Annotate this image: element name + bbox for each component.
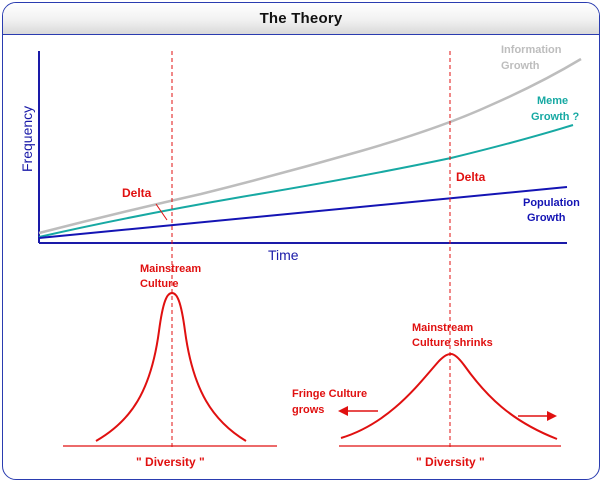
mainstream-culture-label: Mainstream Culture xyxy=(140,263,204,290)
information-growth-label: Information Growth xyxy=(501,44,565,72)
population-growth-label: Population Growth xyxy=(523,197,583,224)
theory-diagram: Frequency Time Information Growth Meme G… xyxy=(19,44,583,469)
delta-label-right: Delta xyxy=(456,170,486,184)
left-arrow-icon xyxy=(338,406,378,416)
title-bar: The Theory xyxy=(3,3,599,35)
shrinks-label-line-1: Mainstream xyxy=(412,322,473,334)
mainstream-label-line-2: Culture xyxy=(140,278,179,290)
mainstream-shrinks-label: Mainstream Culture shrinks xyxy=(412,322,493,349)
meme-growth-curve xyxy=(38,124,574,238)
mainstream-distribution-curve xyxy=(95,291,247,442)
x-axis-label: Time xyxy=(268,247,299,263)
fringe-label-line-1: Fringe Culture xyxy=(292,388,367,400)
delta-pointer-left xyxy=(155,203,168,221)
shrinks-label-line-2: Culture shrinks xyxy=(412,337,493,349)
information-label-line-1: Information xyxy=(501,44,562,56)
information-growth-curve xyxy=(38,57,582,235)
meme-label-line-2: Growth ? xyxy=(531,111,580,123)
y-axis-label: Frequency xyxy=(19,106,35,172)
fringe-label-line-2: grows xyxy=(292,404,324,416)
right-arrow-icon xyxy=(518,411,557,421)
theory-panel: The Theory Frequency Time Information Gr… xyxy=(2,2,600,480)
mainstream-label-line-1: Mainstream xyxy=(140,263,201,275)
population-growth-curve xyxy=(38,186,568,239)
fringe-culture-label: Fringe Culture grows xyxy=(292,388,370,416)
right-diversity-label: " Diversity " xyxy=(416,455,485,469)
population-label-line-2: Growth xyxy=(527,212,566,224)
left-diversity-label: " Diversity " xyxy=(136,455,205,469)
window-title: The Theory xyxy=(259,10,343,27)
meme-label-line-1: Meme xyxy=(537,95,568,107)
population-label-line-1: Population xyxy=(523,197,580,209)
shrinking-distribution-curve xyxy=(340,352,558,440)
delta-label-left: Delta xyxy=(122,186,152,200)
information-label-line-2: Growth xyxy=(501,60,540,72)
meme-growth-label: Meme Growth ? xyxy=(531,95,580,123)
